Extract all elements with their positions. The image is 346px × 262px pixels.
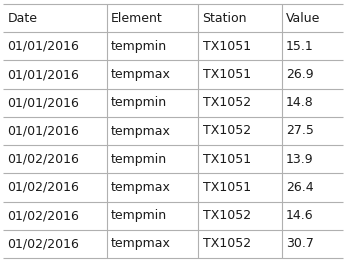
- Text: TX1051: TX1051: [203, 40, 251, 53]
- Text: tempmax: tempmax: [111, 124, 171, 138]
- Text: tempmin: tempmin: [111, 40, 167, 53]
- Text: TX1051: TX1051: [203, 153, 251, 166]
- Text: Value: Value: [286, 12, 320, 25]
- Text: Station: Station: [203, 12, 247, 25]
- Text: 15.1: 15.1: [286, 40, 313, 53]
- Text: 27.5: 27.5: [286, 124, 313, 138]
- Text: 01/02/2016: 01/02/2016: [8, 237, 80, 250]
- Bar: [3, 117, 343, 145]
- Text: TX1051: TX1051: [203, 181, 251, 194]
- Text: tempmin: tempmin: [111, 153, 167, 166]
- Text: TX1052: TX1052: [203, 209, 251, 222]
- Text: 01/02/2016: 01/02/2016: [8, 209, 80, 222]
- Text: 14.8: 14.8: [286, 96, 313, 109]
- Text: tempmax: tempmax: [111, 181, 171, 194]
- Bar: [3, 89, 343, 117]
- Text: tempmax: tempmax: [111, 68, 171, 81]
- Text: 26.9: 26.9: [286, 68, 313, 81]
- Text: TX1052: TX1052: [203, 96, 251, 109]
- Text: 01/02/2016: 01/02/2016: [8, 153, 80, 166]
- Text: 01/01/2016: 01/01/2016: [8, 68, 80, 81]
- Text: Element: Element: [111, 12, 163, 25]
- Text: 01/01/2016: 01/01/2016: [8, 40, 80, 53]
- Bar: [3, 173, 343, 201]
- Bar: [3, 145, 343, 173]
- Text: 30.7: 30.7: [286, 237, 313, 250]
- Text: TX1052: TX1052: [203, 124, 251, 138]
- Bar: [3, 32, 343, 61]
- Text: 14.6: 14.6: [286, 209, 313, 222]
- Text: 01/01/2016: 01/01/2016: [8, 124, 80, 138]
- Bar: [3, 4, 343, 32]
- Text: TX1052: TX1052: [203, 237, 251, 250]
- Text: 26.4: 26.4: [286, 181, 313, 194]
- Text: Date: Date: [8, 12, 38, 25]
- Text: TX1051: TX1051: [203, 68, 251, 81]
- Bar: [3, 201, 343, 230]
- Bar: [3, 61, 343, 89]
- Text: 13.9: 13.9: [286, 153, 313, 166]
- Text: tempmin: tempmin: [111, 96, 167, 109]
- Bar: [3, 230, 343, 258]
- Text: tempmin: tempmin: [111, 209, 167, 222]
- Text: 01/02/2016: 01/02/2016: [8, 181, 80, 194]
- Text: tempmax: tempmax: [111, 237, 171, 250]
- Text: 01/01/2016: 01/01/2016: [8, 96, 80, 109]
